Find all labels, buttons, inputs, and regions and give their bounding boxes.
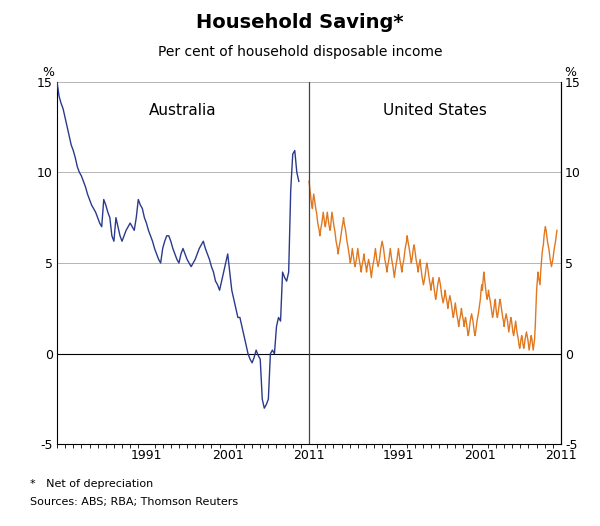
- Text: Australia: Australia: [149, 103, 217, 118]
- Text: *   Net of depreciation: * Net of depreciation: [30, 479, 153, 489]
- Text: %: %: [42, 66, 54, 79]
- Text: Sources: ABS; RBA; Thomson Reuters: Sources: ABS; RBA; Thomson Reuters: [30, 497, 238, 507]
- Text: Household Saving*: Household Saving*: [196, 13, 404, 32]
- Text: United States: United States: [383, 103, 487, 118]
- Text: %: %: [564, 66, 576, 79]
- Text: Per cent of household disposable income: Per cent of household disposable income: [158, 45, 442, 59]
